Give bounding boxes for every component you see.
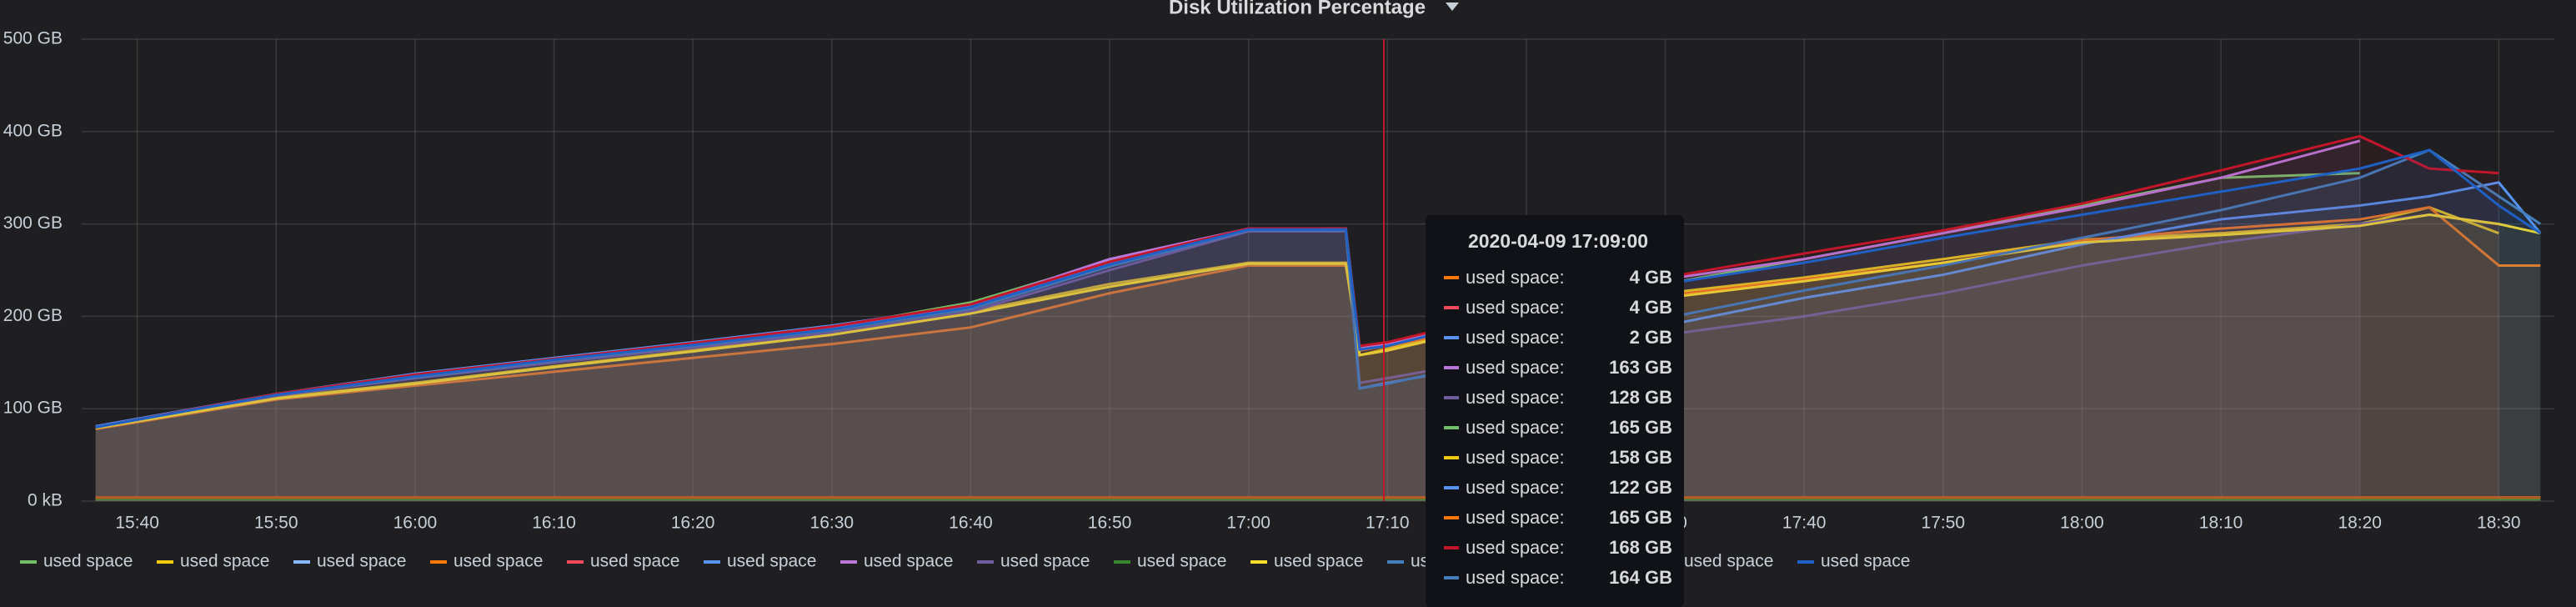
tooltip-value: 163 GB (1609, 357, 1672, 378)
tooltip-value: 165 GB (1609, 417, 1672, 438)
tooltip-swatch (1444, 426, 1459, 429)
tooltip-label: used space: (1466, 267, 1565, 288)
tooltip-value: 164 GB (1609, 567, 1672, 588)
line (95, 213, 2541, 429)
tooltip-swatch (1444, 366, 1459, 369)
x-tick-label: 16:00 (393, 514, 438, 533)
x-tick-label: 17:40 (1782, 514, 1827, 533)
y-tick-label: 0 kB (28, 491, 63, 510)
legend-label: used space (1137, 552, 1226, 571)
x-tick-label: 17:50 (1922, 514, 1966, 533)
x-tick-label: 18:30 (2477, 514, 2521, 533)
tooltip-swatch (1444, 486, 1459, 489)
tooltip-swatch (1444, 546, 1459, 549)
tooltip-label: used space: (1466, 327, 1565, 348)
tooltip-row: used space: 2 GB (1444, 323, 1672, 353)
tooltip-swatch (1444, 516, 1459, 519)
plot (95, 134, 2542, 502)
tooltip-value: 158 GB (1609, 447, 1672, 468)
x-tick-label: 18:20 (2338, 514, 2382, 533)
area (95, 182, 2541, 502)
y-tick-label: 300 GB (3, 213, 63, 233)
tooltip-swatch (1444, 396, 1459, 399)
area (95, 149, 2541, 501)
y-tick-label: 400 GB (3, 121, 63, 140)
area (95, 207, 2499, 501)
legend-label: used space (727, 552, 816, 571)
tooltip-row: used space: 158 GB (1444, 443, 1672, 473)
x-tick-label: 15:40 (115, 514, 159, 533)
legend-label: used space (43, 552, 133, 571)
tooltip: 2020-04-09 17:09:00 used space: 4 GB used … (1426, 215, 1684, 607)
area (95, 214, 2541, 501)
chart-title[interactable]: Disk Utilization Percentage (1169, 0, 1426, 18)
x-tick-label: 18:10 (2199, 514, 2243, 533)
tooltip-value: 168 GB (1609, 537, 1672, 558)
tooltip-row: used space: 164 GB (1444, 563, 1672, 593)
area (95, 207, 2541, 501)
tooltip-value: 2 GB (1629, 327, 1672, 348)
title-menu-caret[interactable] (1446, 3, 1459, 11)
area (95, 214, 2499, 501)
area (95, 173, 2360, 501)
tooltip-swatch (1444, 576, 1459, 579)
x-tick-label: 17:00 (1226, 514, 1270, 533)
tooltip-label: used space: (1466, 567, 1565, 588)
legend-label: used space (454, 552, 543, 571)
x-tick-label: 17:10 (1366, 514, 1410, 533)
tooltip-label: used space: (1466, 297, 1565, 318)
tooltip-label: used space: (1466, 417, 1565, 438)
tooltip-row: used space: 165 GB (1444, 413, 1672, 443)
y-tick-label: 100 GB (3, 399, 63, 418)
tooltip-label: used space: (1466, 447, 1565, 468)
tooltip-label: used space: (1466, 537, 1565, 558)
tooltip-swatch (1444, 456, 1459, 459)
tooltip-row: used space: 165 GB (1444, 503, 1672, 533)
tooltip-value: 4 GB (1629, 267, 1672, 288)
y-tick-label: 500 GB (3, 29, 63, 48)
legend-label: used space (1274, 552, 1363, 571)
chart: Disk Utilization Percentage 0 kB 100 GB 20… (3, 0, 2554, 571)
tooltip-label: used space: (1466, 507, 1565, 528)
tooltip-value: 165 GB (1609, 507, 1672, 528)
tooltip-row: used space: 4 GB (1444, 263, 1672, 293)
tooltip-row: used space: 163 GB (1444, 353, 1672, 383)
legend-label: used space (1684, 552, 1773, 571)
legend-label: used space (864, 552, 953, 571)
tooltip-label: used space: (1466, 357, 1565, 378)
area (95, 140, 2360, 501)
legend-label: used space (1000, 552, 1090, 571)
tooltip-swatch (1444, 306, 1459, 309)
legend-label: used space (1821, 552, 1910, 571)
x-tick-label: 16:10 (532, 514, 576, 533)
tooltip-row: used space: 122 GB (1444, 473, 1672, 503)
tooltip-row: used space: 168 GB (1444, 533, 1672, 563)
tooltip-value: 4 GB (1629, 297, 1672, 318)
y-tick-label: 200 GB (3, 306, 63, 325)
tooltip-row: used space: 4 GB (1444, 293, 1672, 323)
tooltip-value: 122 GB (1609, 477, 1672, 498)
tooltip-title: 2020-04-09 17:09:00 (1467, 230, 1649, 252)
tooltip-label: used space: (1466, 387, 1565, 408)
page: Disk Utilization Percentage 0 kB 100 GB 20… (3, 0, 2554, 607)
x-tick-label: 16:40 (949, 514, 993, 533)
tooltip-value: 128 GB (1609, 387, 1672, 408)
x-tick-label: 16:50 (1088, 514, 1132, 533)
area (95, 136, 2499, 501)
legend-label: used space (317, 552, 406, 571)
line (95, 148, 2542, 429)
x-tick-label: 18:00 (2060, 514, 2104, 533)
x-tick-label: 16:30 (810, 514, 854, 533)
legend-label: used space (590, 552, 679, 571)
tooltip-swatch (1444, 336, 1459, 339)
tooltip-row: used space: 128 GB (1444, 383, 1672, 413)
area (95, 149, 2541, 501)
x-tick-label: 15:50 (254, 514, 298, 533)
legend-label: used space (180, 552, 269, 571)
x-tick-label: 16:20 (671, 514, 715, 533)
tooltip-swatch (1444, 276, 1459, 279)
tooltip-label: used space: (1466, 477, 1565, 498)
